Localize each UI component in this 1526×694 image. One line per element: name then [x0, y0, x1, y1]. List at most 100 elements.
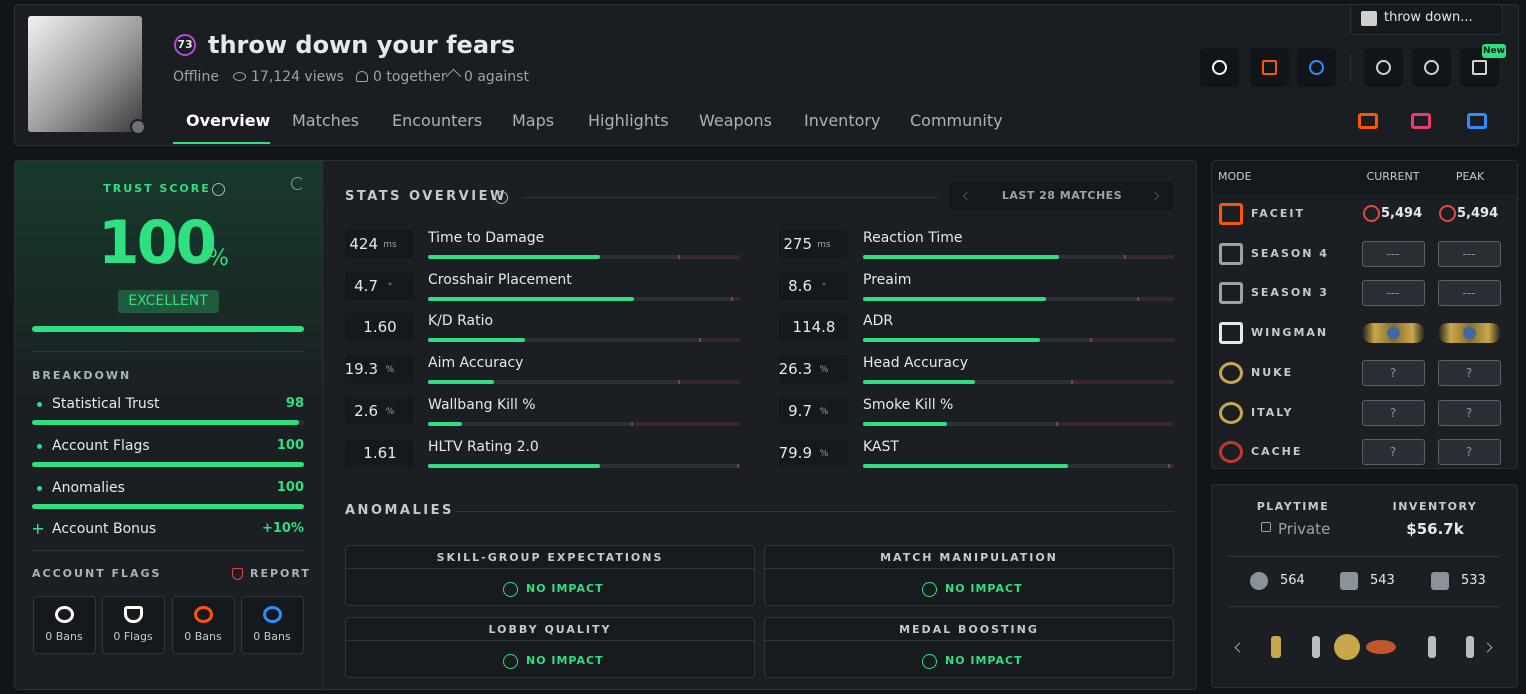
refresh-icon[interactable]	[291, 177, 304, 190]
stat-value: 114.8	[792, 318, 836, 337]
mode-name: ITALY	[1251, 405, 1294, 419]
views: 17,124 views	[251, 69, 344, 85]
stat-value-box	[345, 396, 414, 425]
anomaly-card	[764, 545, 1174, 606]
divider	[1229, 606, 1500, 607]
anomaly-label: MEDAL BOOSTING	[899, 623, 1039, 636]
mode-icon	[1219, 361, 1243, 384]
settings-button[interactable]	[1412, 48, 1451, 87]
people-icon	[356, 71, 368, 82]
inventory-label: INVENTORY	[1392, 500, 1478, 513]
stat-track	[863, 421, 1174, 426]
stat-label: ADR	[863, 313, 894, 330]
platform-logo[interactable]	[1467, 113, 1487, 129]
share-button[interactable]	[1364, 48, 1403, 87]
tab-preview-title[interactable]: throw down...	[1384, 10, 1473, 25]
playtime-label: PLAYTIME	[1256, 500, 1330, 513]
range-label: LAST 28 MATCHES	[1001, 189, 1123, 202]
trust-title: TRUST SCORE	[103, 182, 211, 195]
stat-marker	[1167, 463, 1170, 468]
stat-value: 424	[349, 235, 378, 253]
mode-icon	[1219, 401, 1243, 424]
stat-bar	[863, 421, 947, 426]
stat-marker	[736, 463, 739, 468]
range-box	[950, 182, 1174, 210]
stat-bar	[863, 255, 1059, 259]
rank-value: ---	[1462, 286, 1476, 301]
rank-value: ?	[1465, 365, 1473, 380]
mode-icon	[1219, 282, 1243, 305]
anomalies-title: ANOMALIES	[345, 503, 454, 518]
stat-marker	[1136, 296, 1139, 301]
wingman-medal	[1362, 323, 1425, 344]
avatar	[28, 16, 142, 132]
anomaly-result: NO IMPACT	[526, 582, 604, 595]
tab[interactable]: Matches	[292, 111, 359, 130]
stat-marker	[677, 255, 680, 259]
stat-label: Wallbang Kill %	[428, 396, 536, 413]
stat-unit: %	[385, 406, 395, 417]
check-icon	[922, 582, 937, 597]
ranks-header	[1212, 161, 1517, 194]
mode-name: SEASON 4	[1251, 246, 1329, 260]
report[interactable]: REPORT	[250, 567, 311, 580]
breakdown-value: 100	[276, 480, 304, 495]
tab[interactable]: Overview	[186, 111, 271, 130]
tab[interactable]: Community	[910, 111, 1003, 130]
rank-box	[1362, 399, 1425, 426]
bullet	[37, 402, 42, 407]
stat-label: Smoke Kill %	[863, 396, 954, 413]
tab[interactable]: Maps	[512, 111, 555, 130]
medal	[1271, 636, 1281, 658]
inventory: $56.7k	[1406, 520, 1464, 538]
anomaly-label: LOBBY QUALITY	[488, 623, 612, 636]
rank-box	[1362, 280, 1425, 307]
stat-marker	[677, 380, 680, 385]
stat-bar	[428, 463, 600, 468]
rank-box	[1438, 399, 1501, 426]
breakdown-bar	[32, 462, 304, 467]
count-icon	[1340, 572, 1358, 590]
stat-bar	[428, 380, 494, 385]
player-name: throw down your fears	[208, 31, 516, 59]
tab[interactable]: Highlights	[588, 111, 669, 130]
level-badge	[174, 34, 196, 56]
flag-icon	[194, 606, 213, 623]
breakdown-bar	[32, 420, 299, 425]
breakdown-bar	[32, 504, 304, 509]
count: 543	[1370, 573, 1395, 588]
report-icon[interactable]	[232, 568, 243, 580]
platform-logo[interactable]	[1358, 113, 1378, 129]
stat-bar	[863, 463, 1069, 468]
steam-button[interactable]	[1200, 48, 1239, 87]
rank-box	[1438, 359, 1501, 386]
flag-icon	[263, 606, 282, 623]
flag-card	[102, 596, 165, 654]
flag-icon	[124, 606, 143, 623]
rank-value: ---	[1462, 246, 1476, 261]
faceit-button[interactable]	[1250, 48, 1289, 87]
separator	[1350, 55, 1351, 81]
anomaly-label: MATCH MANIPULATION	[880, 551, 1058, 564]
stat-marker	[630, 421, 633, 426]
platform-logo[interactable]	[1411, 113, 1431, 129]
tab[interactable]: Inventory	[804, 111, 881, 130]
status-dot	[130, 119, 146, 135]
tab[interactable]: Weapons	[699, 111, 772, 130]
tab-underline	[173, 142, 270, 144]
stat-value: 1.60	[363, 318, 397, 337]
stat-value: 26.3	[778, 360, 812, 379]
medal	[1334, 634, 1360, 660]
leetify-button[interactable]	[1297, 48, 1336, 87]
anomaly-card-rule	[764, 640, 1174, 641]
rule	[455, 511, 1174, 512]
elo-icon	[1439, 205, 1456, 222]
tab[interactable]: Encounters	[392, 111, 483, 130]
anomaly-result: NO IMPACT	[945, 654, 1023, 667]
stat-value: 4.7	[354, 276, 378, 295]
stat-label: Aim Accuracy	[428, 355, 524, 372]
breakdown-label: Account Flags	[52, 438, 150, 454]
stat-bar	[863, 338, 1041, 343]
stat-unit: %	[819, 365, 829, 376]
